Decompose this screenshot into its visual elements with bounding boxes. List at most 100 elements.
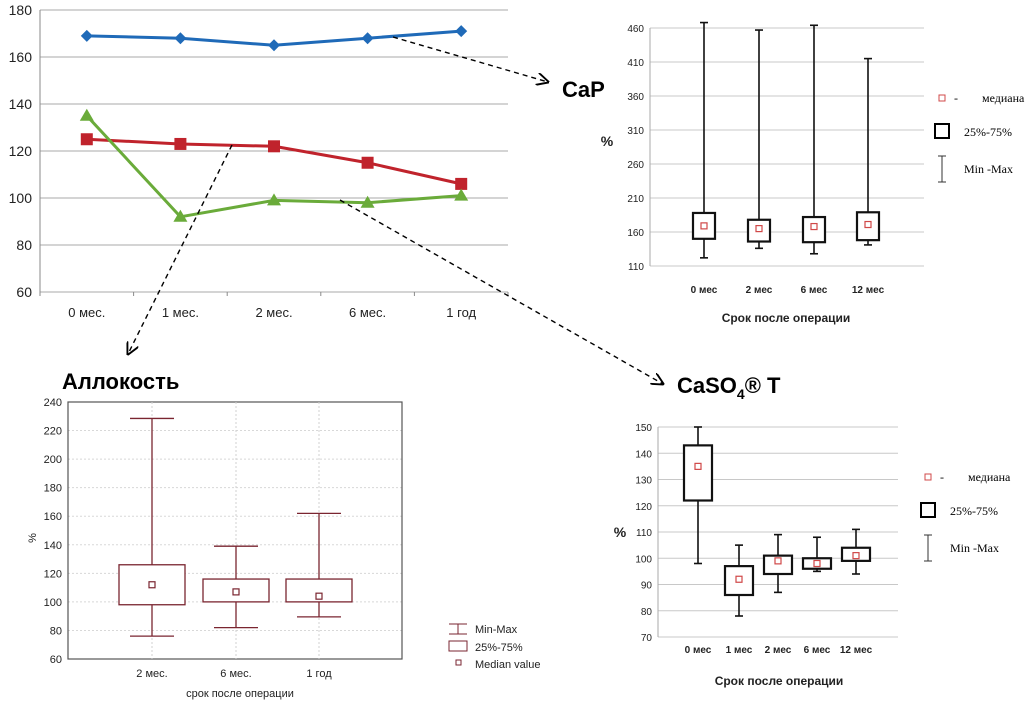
x-axis-label: Срок после операции [715, 674, 844, 688]
y-axis-label: % [614, 524, 627, 540]
median-marker [852, 552, 860, 560]
x-tick-label: 6 мес [804, 645, 831, 656]
data-point-square [361, 156, 374, 169]
legend-median-icon [938, 94, 946, 102]
data-point-triangle [267, 193, 281, 206]
median-marker [810, 222, 818, 231]
y-tick-label: 60 [50, 654, 62, 666]
legend-whisker-label: Min -Max [964, 162, 1013, 176]
data-point-triangle [360, 195, 375, 208]
y-axis-label: % [27, 533, 39, 543]
legend-median-label: Median value [475, 659, 540, 671]
y-tick-label: 410 [627, 58, 644, 69]
legend-median-label: медиана [968, 470, 1011, 484]
y-tick-label: 160 [9, 49, 33, 65]
median-marker [813, 559, 821, 568]
y-tick-label: 260 [627, 160, 644, 171]
allokost-box-chart: 60 80 100 120 140 160 180 200 220 240 2 мес. 6 мес.… [27, 397, 540, 700]
median-marker [148, 581, 156, 589]
y-tick-label: 180 [44, 483, 62, 495]
legend-median-icon [924, 473, 932, 481]
x-tick-label: 0 мес. [68, 305, 105, 320]
y-tick-label: 160 [627, 228, 644, 239]
y-tick-label: 220 [44, 426, 62, 438]
y-tick-label: 100 [635, 554, 652, 565]
plot-frame [67, 401, 403, 660]
caso4-chart-title: CaSO4® T [677, 373, 781, 402]
median-marker [755, 225, 763, 233]
caso4-title-subscript: 4 [737, 386, 745, 402]
legend-box-label: 25%-75% [964, 125, 1012, 139]
y-tick-label: 130 [635, 476, 652, 487]
cap-chart-title: CaP [562, 77, 605, 102]
x-tick-label: 0 мес [691, 285, 718, 296]
arrow-to-allokost [128, 144, 233, 354]
median-marker [700, 222, 708, 230]
median-marker [694, 462, 702, 470]
data-point-square [80, 133, 93, 146]
legend-box-icon [448, 640, 468, 652]
x-tick-label: 1 мес [726, 645, 753, 656]
x-tick-label: 2 мес. [255, 305, 292, 320]
legend-dash: - [940, 470, 944, 484]
y-tick-label: 100 [9, 190, 33, 206]
x-tick-label: 0 мес [685, 645, 712, 656]
y-tick-label: 110 [628, 262, 644, 273]
y-tick-label: 90 [641, 581, 653, 592]
data-point-square [174, 137, 187, 150]
legend-box-icon [934, 123, 950, 139]
arrow-to-cap [392, 36, 548, 82]
legend-whisker-label: Min -Max [950, 541, 999, 555]
legend-box-label: 25%-75% [475, 642, 523, 654]
summary-line-chart: 60 80 100 120 140 160 180 0 мес. 1 мес. 2 мес. 6 м… [9, 2, 509, 320]
data-point-triangle [79, 108, 94, 121]
y-tick-label: 360 [627, 92, 644, 103]
legend-median-label: медиана [982, 91, 1025, 105]
data-point-square [268, 140, 280, 153]
data-point-diamond [80, 29, 93, 42]
caso4-title-main: CaSO [677, 373, 737, 398]
y-tick-label: 80 [50, 625, 62, 637]
data-point-diamond [361, 32, 374, 45]
y-tick-label: 120 [635, 502, 652, 513]
data-point-triangle [454, 188, 469, 201]
y-tick-label: 100 [44, 597, 62, 609]
y-tick-label: 120 [9, 143, 33, 159]
y-axis-label: % [601, 133, 614, 149]
legend-median-icon [455, 659, 462, 666]
median-marker [232, 588, 240, 596]
iqr-box [762, 554, 794, 576]
y-tick-label: 60 [16, 284, 32, 300]
x-tick-label: 2 мес. [136, 668, 167, 680]
x-tick-label: 1 год [306, 668, 332, 680]
y-tick-label: 140 [9, 96, 33, 112]
y-tick-label: 140 [635, 449, 652, 460]
y-tick-label: 110 [636, 528, 652, 539]
data-point-triangle [173, 209, 188, 222]
iqr-box [682, 444, 714, 502]
x-tick-label: 12 мес [840, 645, 873, 656]
y-tick-label: 240 [44, 397, 62, 409]
legend-box-icon [920, 502, 936, 518]
caso4-box-chart: 70 80 90 100 110 120 130 140 150 0 мес 1 мес 2 мес 6… [614, 423, 1011, 688]
median-marker [774, 557, 782, 565]
iqr-box [285, 578, 353, 603]
y-tick-label: 210 [627, 194, 644, 205]
x-tick-label: 2 мес [746, 285, 773, 296]
arrow-to-caso4 [339, 199, 663, 384]
y-tick-label: 120 [44, 568, 62, 580]
y-tick-label: 80 [16, 237, 32, 253]
x-tick-label: 6 мес. [220, 668, 251, 680]
cap-box-chart: 110 160 210 260 310 360 410 460 0 мес 2 мес 6 мес 1… [601, 21, 1025, 325]
x-axis-label: срок после операции [186, 688, 294, 700]
data-point-square [455, 177, 468, 190]
x-tick-label: 6 мес [801, 285, 828, 296]
y-tick-label: 460 [627, 24, 644, 35]
y-tick-label: 200 [44, 454, 62, 466]
data-point-diamond [268, 39, 280, 52]
legend-box-label: 25%-75% [950, 504, 998, 518]
x-tick-label: 6 мес. [349, 305, 386, 320]
y-tick-label: 150 [635, 423, 652, 434]
y-tick-label: 70 [641, 633, 653, 644]
